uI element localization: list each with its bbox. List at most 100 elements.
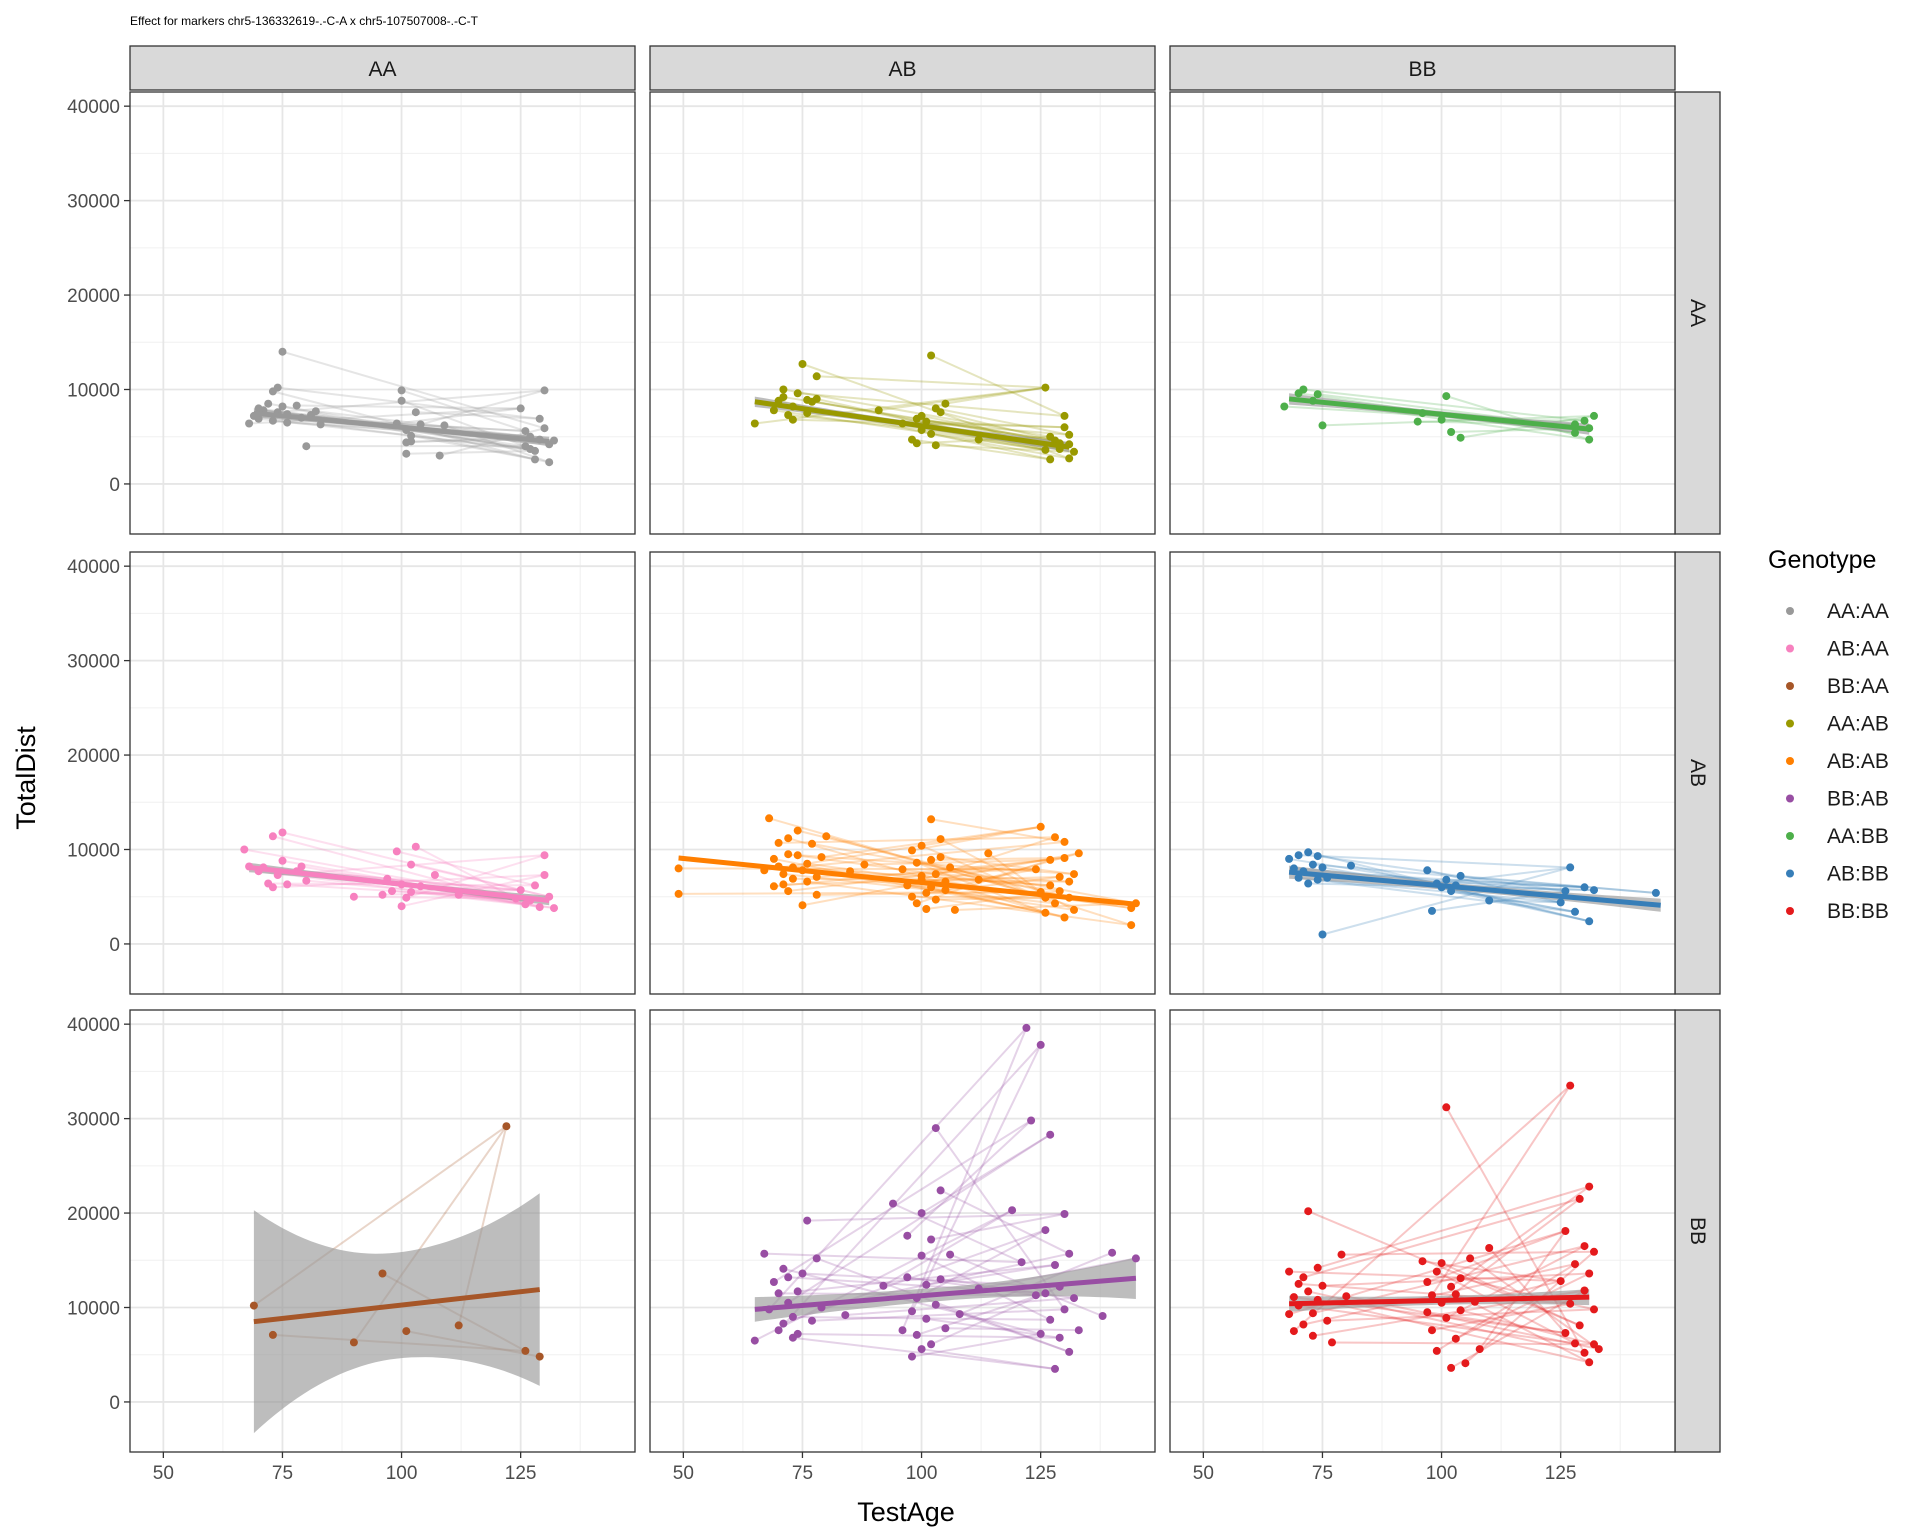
data-point [435, 451, 444, 460]
trajectory-line [773, 409, 1046, 451]
data-point [912, 858, 921, 867]
data-point [1590, 886, 1598, 895]
trajectory-line [1431, 1302, 1571, 1332]
x-tick-label: 75 [792, 1463, 813, 1484]
data-point [1566, 1081, 1575, 1090]
y-tick-label: 10000 [67, 381, 120, 402]
trajectory-line [277, 386, 540, 420]
data-point [1323, 1316, 1332, 1325]
facet-strip-row-label: AA [1686, 299, 1709, 327]
data-point [784, 1273, 793, 1282]
data-point [297, 862, 306, 871]
data-point [535, 1352, 544, 1361]
panel-border [1169, 551, 1676, 995]
data-point [922, 888, 931, 897]
trajectory-line [1455, 1293, 1590, 1364]
trajectory-line [1422, 1260, 1561, 1283]
trajectory-line [258, 417, 531, 450]
data-point [1328, 1338, 1336, 1347]
data-point [1485, 1244, 1494, 1252]
data-point [1308, 1331, 1317, 1340]
trajectory-line [792, 1315, 1051, 1321]
data-point [822, 832, 831, 841]
data-point [774, 1289, 783, 1298]
data-point [798, 901, 807, 910]
y-tick-label: 0 [109, 1393, 120, 1414]
data-point [1051, 1364, 1059, 1373]
data-point [917, 1251, 926, 1260]
trajectory-line [1426, 1230, 1566, 1283]
data-point [430, 871, 439, 879]
data-point [1571, 1339, 1579, 1348]
data-point [1590, 1305, 1598, 1314]
data-point [1428, 1291, 1436, 1300]
data-point [349, 892, 358, 901]
panel-background [130, 552, 635, 994]
data-point [812, 890, 821, 899]
data-point [974, 875, 983, 884]
data-point [931, 1300, 940, 1309]
data-point [1590, 411, 1598, 420]
trajectory-line [282, 405, 550, 464]
data-point [793, 826, 802, 835]
trajectory-line [272, 874, 545, 889]
trajectory-line [935, 444, 1075, 453]
data-point [931, 870, 940, 879]
data-point [1065, 454, 1074, 463]
data-point [1447, 1282, 1456, 1291]
data-point [268, 832, 277, 841]
y-tick-label: 10000 [67, 1299, 120, 1320]
trajectory-line [768, 817, 1046, 899]
data-point [812, 394, 821, 403]
data-point [1051, 833, 1059, 842]
trajectory-line [882, 1209, 1013, 1287]
data-point [793, 389, 802, 398]
panel-series [674, 814, 1140, 930]
data-point [812, 372, 821, 381]
trajectory-line [978, 868, 1037, 881]
trajectory-line [911, 1332, 1041, 1358]
y-tick-label: 30000 [67, 192, 120, 213]
data-point [1423, 1278, 1432, 1286]
data-point [1566, 863, 1575, 872]
trajectory-line [792, 877, 1070, 883]
trajectory-line [1488, 1247, 1567, 1334]
panel-series [249, 1122, 544, 1434]
data-point [531, 881, 539, 890]
data-point [1060, 1305, 1069, 1314]
trajectory-line [921, 1133, 1051, 1214]
data-point [841, 1311, 850, 1320]
legend-key [1786, 682, 1794, 690]
data-point [1127, 921, 1136, 930]
data-point [793, 1329, 802, 1338]
data-point [1428, 906, 1436, 915]
data-point [416, 420, 425, 429]
data-point [1074, 849, 1083, 858]
data-point [1342, 1292, 1351, 1301]
data-point [922, 1314, 931, 1323]
data-point [1060, 423, 1069, 432]
trajectory-line [1446, 878, 1585, 889]
fit-line [754, 1275, 1137, 1312]
facet-strip-row [1674, 551, 1721, 995]
data-point [1561, 887, 1570, 896]
data-point [1428, 1326, 1436, 1335]
trajectory-line [1427, 1311, 1566, 1334]
trajectory-line [787, 1133, 1051, 1304]
data-point [1031, 865, 1040, 874]
panel-border [129, 551, 636, 995]
trajectory-line [1455, 1272, 1590, 1340]
panel-background [130, 92, 635, 534]
data-point [769, 406, 778, 415]
data-point [1065, 877, 1074, 886]
data-point [917, 841, 926, 850]
data-point [411, 842, 420, 851]
data-point [1571, 428, 1579, 437]
data-point [803, 877, 812, 886]
data-point [316, 420, 325, 429]
fit-line [678, 855, 1137, 907]
trajectory-line [778, 865, 1051, 887]
data-point [1051, 899, 1059, 908]
data-point [407, 888, 416, 896]
data-point [927, 429, 936, 438]
